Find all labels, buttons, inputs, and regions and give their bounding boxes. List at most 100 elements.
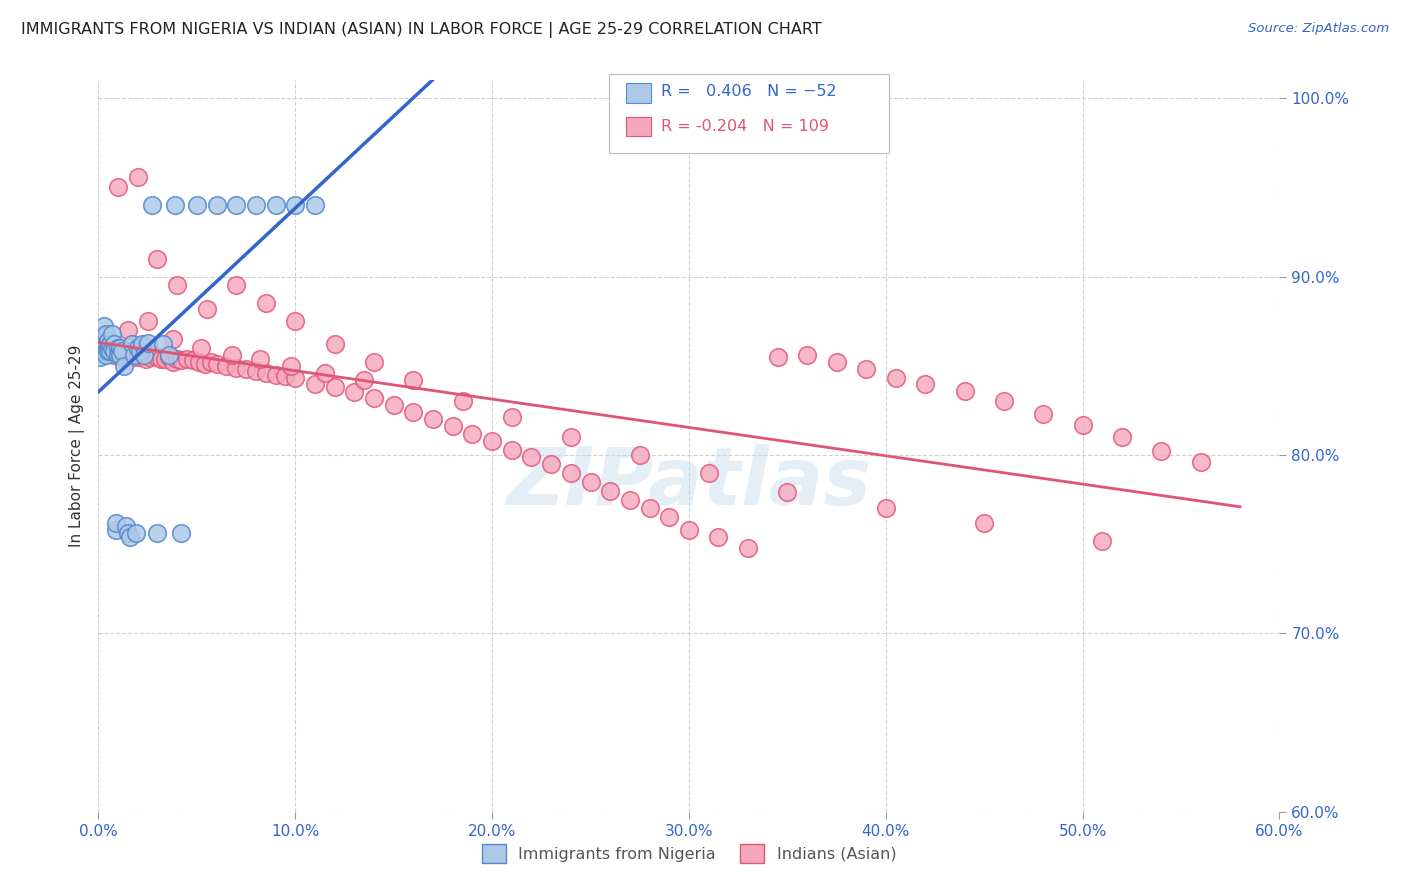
Point bbox=[128, 344, 150, 359]
Point bbox=[97, 344, 120, 359]
Point bbox=[105, 523, 128, 537]
Point bbox=[97, 344, 120, 359]
Point bbox=[170, 353, 193, 368]
Point bbox=[190, 341, 212, 355]
Point bbox=[280, 359, 302, 373]
Point bbox=[96, 337, 118, 351]
Point bbox=[122, 350, 145, 364]
Point bbox=[108, 341, 131, 355]
Point bbox=[323, 337, 346, 351]
Point bbox=[115, 350, 138, 364]
Point bbox=[111, 350, 134, 364]
Point bbox=[560, 466, 582, 480]
Point bbox=[142, 348, 165, 362]
Text: Source: ZipAtlas.com: Source: ZipAtlas.com bbox=[1249, 22, 1389, 36]
Point bbox=[264, 198, 287, 212]
Point bbox=[638, 501, 661, 516]
Point bbox=[117, 323, 139, 337]
Point bbox=[697, 466, 720, 480]
Point bbox=[91, 330, 114, 344]
Point bbox=[914, 376, 936, 391]
Point bbox=[93, 341, 115, 355]
Point bbox=[186, 198, 208, 212]
Point bbox=[162, 355, 184, 369]
Point bbox=[107, 348, 129, 362]
Point bbox=[993, 394, 1015, 409]
Point bbox=[254, 296, 277, 310]
Point bbox=[162, 332, 184, 346]
Point bbox=[461, 426, 484, 441]
Point bbox=[187, 355, 209, 369]
Point bbox=[127, 341, 149, 355]
Point bbox=[619, 492, 641, 507]
Point bbox=[304, 376, 326, 391]
Point bbox=[382, 398, 405, 412]
Point bbox=[170, 526, 193, 541]
Point bbox=[200, 355, 222, 369]
Point bbox=[103, 348, 125, 362]
Point bbox=[194, 357, 217, 371]
Point bbox=[402, 373, 425, 387]
Point bbox=[146, 252, 169, 266]
Point bbox=[274, 369, 297, 384]
Point bbox=[304, 198, 326, 212]
Point bbox=[98, 344, 121, 359]
Point bbox=[118, 346, 141, 360]
Point bbox=[89, 341, 111, 355]
Point bbox=[353, 373, 375, 387]
Point bbox=[115, 519, 138, 533]
Point bbox=[314, 366, 336, 380]
Point bbox=[101, 341, 124, 355]
Point bbox=[152, 337, 174, 351]
Point bbox=[875, 501, 897, 516]
Point bbox=[221, 348, 243, 362]
Point bbox=[245, 364, 267, 378]
Point bbox=[215, 359, 238, 373]
Point bbox=[855, 362, 877, 376]
Point bbox=[91, 337, 114, 351]
Point bbox=[953, 384, 976, 398]
Point bbox=[658, 510, 681, 524]
Point bbox=[1091, 533, 1114, 548]
Point bbox=[520, 450, 543, 464]
Point bbox=[737, 541, 759, 555]
Point bbox=[501, 410, 523, 425]
Point bbox=[141, 198, 163, 212]
Point bbox=[125, 526, 148, 541]
Point bbox=[225, 360, 247, 375]
Point bbox=[363, 355, 385, 369]
Point bbox=[157, 350, 180, 364]
Point bbox=[176, 351, 198, 366]
Point bbox=[560, 430, 582, 444]
Point bbox=[225, 278, 247, 293]
Point bbox=[97, 334, 120, 348]
Y-axis label: In Labor Force | Age 25-29: In Labor Force | Age 25-29 bbox=[69, 345, 84, 547]
Point bbox=[166, 351, 188, 366]
Point bbox=[441, 419, 464, 434]
Point bbox=[91, 337, 114, 351]
Point bbox=[254, 366, 277, 380]
Point bbox=[146, 350, 169, 364]
Point bbox=[128, 350, 150, 364]
Point bbox=[136, 314, 159, 328]
Point bbox=[108, 346, 131, 360]
Text: R =   0.406   N = −52: R = 0.406 N = −52 bbox=[661, 85, 837, 99]
Point bbox=[1150, 444, 1173, 458]
Point bbox=[284, 198, 307, 212]
Point bbox=[225, 198, 247, 212]
Point bbox=[599, 483, 621, 498]
Point bbox=[796, 348, 818, 362]
Point bbox=[157, 348, 180, 362]
Point bbox=[245, 198, 267, 212]
Point bbox=[481, 434, 503, 448]
Point bbox=[323, 380, 346, 394]
Point bbox=[121, 337, 143, 351]
Point bbox=[96, 326, 118, 341]
Point bbox=[112, 359, 135, 373]
Point bbox=[131, 337, 153, 351]
Point bbox=[540, 457, 562, 471]
Point bbox=[93, 319, 115, 334]
Point bbox=[103, 337, 125, 351]
Point bbox=[1071, 417, 1094, 432]
Point bbox=[422, 412, 444, 426]
